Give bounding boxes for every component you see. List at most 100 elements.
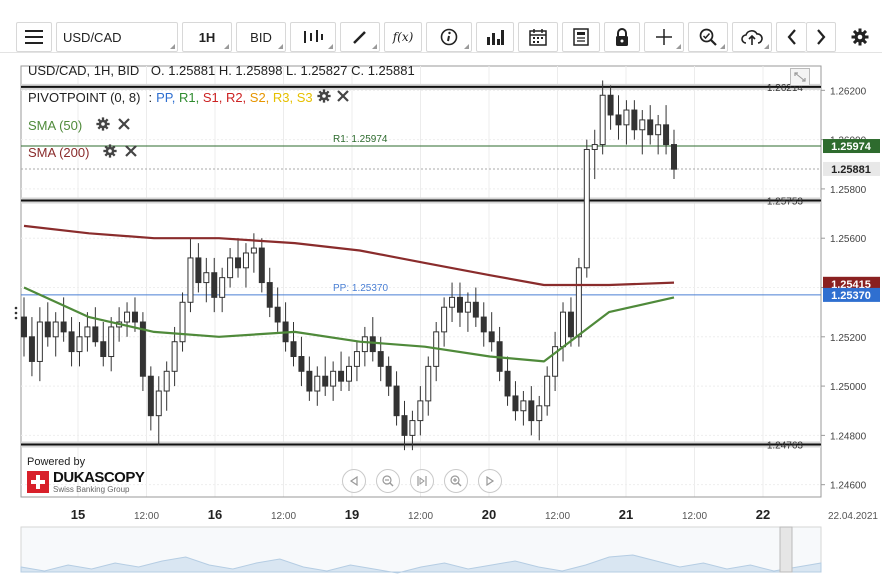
draw-tool-button[interactable] xyxy=(340,22,380,52)
dukascopy-logo: DUKASCOPY Swiss Banking Group xyxy=(27,469,145,494)
candle-body xyxy=(552,346,559,377)
candle-body xyxy=(369,336,376,353)
timeframe-select[interactable]: 1H xyxy=(182,22,232,52)
powered-by-label: Powered by xyxy=(27,456,86,468)
candle-body xyxy=(52,321,59,338)
level-label: 1.24763 xyxy=(767,441,804,452)
pivot-remove-button[interactable] xyxy=(336,90,349,105)
pivot-levels: PP, R1, S1, R2, S2, R3, S3 xyxy=(156,90,313,105)
pivot-settings-button[interactable] xyxy=(317,89,331,106)
candle-body xyxy=(449,296,456,308)
gear-icon xyxy=(851,28,869,46)
symbol-label: USD/CAD xyxy=(63,29,122,45)
lock-icon xyxy=(616,28,628,46)
logo-text: DUKASCOPY xyxy=(53,469,145,486)
template-button[interactable] xyxy=(562,22,600,52)
candle-body xyxy=(124,311,131,323)
menu-button[interactable] xyxy=(16,22,52,52)
chart-type-button[interactable] xyxy=(290,22,336,52)
candle-body xyxy=(655,124,662,136)
calendar-button[interactable] xyxy=(518,22,558,52)
candle-body xyxy=(528,400,535,422)
price-tag xyxy=(823,276,880,291)
sma200-settings-button[interactable] xyxy=(103,144,118,161)
pivot-level-pp: PP, xyxy=(156,90,179,105)
candlestick-icon xyxy=(304,30,323,43)
navigator-handle[interactable] xyxy=(779,526,793,573)
candle-body xyxy=(512,395,519,412)
level-label: 1.25753 xyxy=(767,196,804,207)
scroll-right-button[interactable] xyxy=(806,22,836,52)
level-label: 1.26214 xyxy=(767,83,804,94)
pivot-label: R1: 1.25974 xyxy=(333,134,388,145)
candle-body xyxy=(377,351,384,367)
candle-body xyxy=(330,370,337,387)
y-tick-label: 1.26200 xyxy=(830,86,867,97)
drag-handle-dot[interactable] xyxy=(14,311,18,315)
candle-body xyxy=(290,341,297,358)
symbol-select[interactable]: USD/CAD xyxy=(56,22,178,52)
candle-body xyxy=(456,296,463,313)
price-side-label: BID xyxy=(250,29,272,45)
settings-button[interactable] xyxy=(844,22,876,52)
pivot-level-s1: S1, xyxy=(202,90,226,105)
candle-body xyxy=(346,365,352,382)
drag-handle-dot[interactable] xyxy=(14,316,18,320)
candle-body xyxy=(298,356,305,372)
date-label: 22.04.2021 xyxy=(828,511,878,522)
pivot-legend[interactable]: PIVOTPOINT (0, 8) : PP, R1, S1, R2, S2, … xyxy=(28,89,349,106)
x-tick-label: 12:00 xyxy=(545,511,570,522)
candle-body xyxy=(242,252,249,269)
candle-body xyxy=(28,336,35,362)
candle-body xyxy=(504,370,511,397)
sma50-remove-button[interactable] xyxy=(118,118,130,133)
volume-button[interactable] xyxy=(476,22,514,52)
price-chart[interactable]: 15 12:00 16 12:00 19 12:00 20 12:00 21 12:00 22 22.… xyxy=(0,56,882,574)
chart-area[interactable]: 15 12:00 16 12:00 19 12:00 20 12:00 21 12:00 22 22.… xyxy=(0,56,882,574)
price-side-select[interactable]: BID xyxy=(236,22,286,52)
lock-button[interactable] xyxy=(604,22,640,52)
zoom-in-button[interactable] xyxy=(444,469,468,493)
pivot-name: PIVOTPOINT (0, 8) xyxy=(28,90,141,105)
zoom-out-button[interactable] xyxy=(376,469,400,493)
document-icon xyxy=(573,28,589,46)
cloud-upload-button[interactable] xyxy=(732,22,772,52)
sma200-name: SMA (200) xyxy=(28,145,90,160)
y-tick-label: 1.24800 xyxy=(830,431,867,442)
candle-body xyxy=(536,405,543,422)
y-tick-label: 1.25800 xyxy=(830,185,867,196)
pivot-label: PP: 1.25370 xyxy=(333,283,388,294)
indicators-button[interactable]: f(x) xyxy=(384,22,422,52)
expand-button[interactable] xyxy=(790,68,810,86)
sma50-legend[interactable]: SMA (50) xyxy=(28,117,130,134)
candle-body xyxy=(575,267,582,338)
sma200-remove-button[interactable] xyxy=(125,145,138,160)
price-tag-label: 1.25881 xyxy=(831,164,871,176)
candle-body xyxy=(84,326,91,338)
candle-body xyxy=(76,336,83,353)
drag-handle-dot[interactable] xyxy=(14,306,18,310)
sma200-legend[interactable]: SMA (200) xyxy=(28,144,138,161)
pan-left-button[interactable] xyxy=(342,469,366,493)
candle-body xyxy=(306,370,313,392)
scroll-left-button[interactable] xyxy=(776,22,806,52)
y-tick-label: 1.24600 xyxy=(830,481,867,492)
candle-body xyxy=(464,301,471,313)
candle-body xyxy=(219,277,226,298)
candle-body xyxy=(44,321,51,338)
navigator-panel[interactable] xyxy=(20,526,822,573)
pan-right-button[interactable] xyxy=(478,469,502,493)
x-tick-label: 12:00 xyxy=(271,511,296,522)
candle-body xyxy=(266,282,273,308)
info-button[interactable] xyxy=(426,22,472,52)
zoom-out-icon xyxy=(382,475,394,487)
sma200-line xyxy=(23,224,675,287)
crosshair-button[interactable] xyxy=(644,22,684,52)
candle-body xyxy=(480,316,487,333)
candle-body xyxy=(488,331,495,343)
candle-body xyxy=(401,415,408,436)
sma50-settings-button[interactable] xyxy=(96,117,110,134)
zoom-button[interactable] xyxy=(688,22,728,52)
reset-view-button[interactable] xyxy=(410,469,434,493)
candle-body xyxy=(520,400,527,412)
